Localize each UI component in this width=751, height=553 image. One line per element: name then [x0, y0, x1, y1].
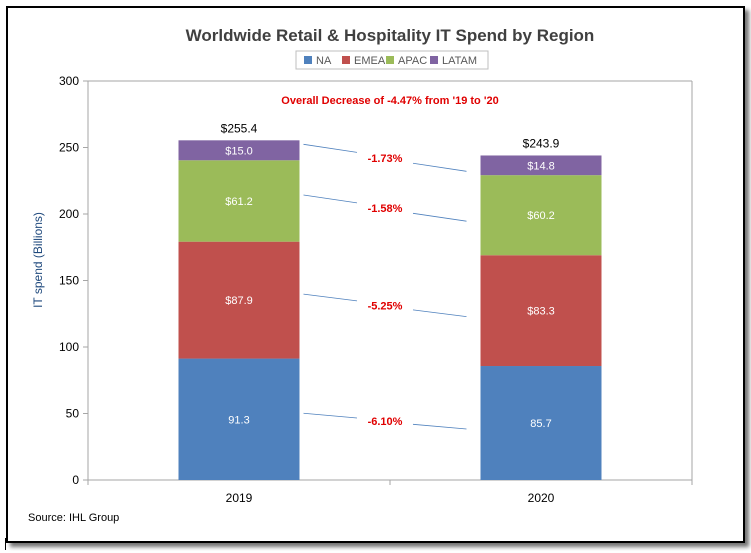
- annotation-text: Overall Decrease of -4.47% from '19 to '…: [281, 95, 498, 107]
- bar-segment-na: [178, 358, 300, 480]
- y-tick-label: 100: [59, 340, 79, 354]
- plot-area: 0 50 100 150 200 250 300 2019 2020 91.3 $87.9 $61.2…: [59, 74, 693, 505]
- change-connector: [412, 212, 467, 222]
- bar-segment-apac: [178, 160, 300, 242]
- change-label: -6.10%: [368, 416, 403, 428]
- change-connector: [303, 293, 358, 302]
- bar-segment-apac: [480, 175, 602, 256]
- change-label: -5.25%: [368, 300, 403, 312]
- bar-segment-emea: [480, 255, 602, 367]
- legend-swatch-emea: [342, 56, 350, 64]
- x-tick-label: 2020: [528, 491, 555, 505]
- legend-swatch-apac: [386, 56, 394, 64]
- change-label: -1.73%: [368, 153, 403, 165]
- change-connector: [412, 162, 467, 172]
- change-label: -1.58%: [368, 203, 403, 215]
- y-tick-label: 0: [72, 473, 79, 487]
- y-tick-label: 150: [59, 274, 79, 288]
- data-label: $83.3: [527, 306, 555, 318]
- chart-title: Worldwide Retail & Hospitality IT Spend …: [186, 26, 595, 45]
- y-tick-label: 300: [59, 74, 79, 88]
- x-tick-label: 2019: [226, 491, 253, 505]
- legend: NA EMEA APAC LATAM: [295, 50, 489, 70]
- total-label: $243.9: [523, 136, 560, 150]
- legend-label: EMEA: [354, 55, 386, 67]
- legend-swatch-na: [304, 56, 312, 64]
- y-axis-label: IT spend (Billions): [31, 212, 45, 308]
- data-label: 85.7: [530, 418, 551, 430]
- change-connector: [303, 194, 358, 204]
- stacked-bar-chart: Worldwide Retail & Hospitality IT Spend …: [28, 26, 693, 524]
- bar-segment-na: [480, 366, 602, 480]
- bar-segment-latam: [178, 140, 300, 161]
- legend-label: NA: [316, 55, 332, 67]
- legend-label: LATAM: [442, 55, 477, 67]
- y-tick-label: 250: [59, 141, 79, 155]
- legend-label: APAC: [398, 55, 427, 67]
- legend-swatch-latam: [430, 56, 438, 64]
- change-connector: [412, 423, 467, 430]
- chart-frame: Worldwide Retail & Hospitality IT Spend …: [6, 6, 745, 543]
- data-label: $15.0: [225, 145, 253, 157]
- data-label: $61.2: [225, 196, 253, 208]
- y-tick-label: 50: [66, 407, 80, 421]
- data-label: $60.2: [527, 210, 555, 222]
- change-connector: [412, 309, 467, 318]
- y-tick-label: 200: [59, 207, 79, 221]
- bar-segment-emea: [178, 241, 300, 359]
- data-label: $14.8: [527, 160, 555, 172]
- source-text: Source: IHL Group: [28, 512, 119, 524]
- change-connector: [303, 412, 358, 419]
- total-label: $255.4: [221, 121, 258, 135]
- data-label: 91.3: [228, 414, 249, 426]
- change-connector: [303, 143, 358, 153]
- bar-segment-latam: [480, 155, 602, 176]
- data-label: $87.9: [225, 295, 253, 307]
- text-cursor: [5, 538, 6, 550]
